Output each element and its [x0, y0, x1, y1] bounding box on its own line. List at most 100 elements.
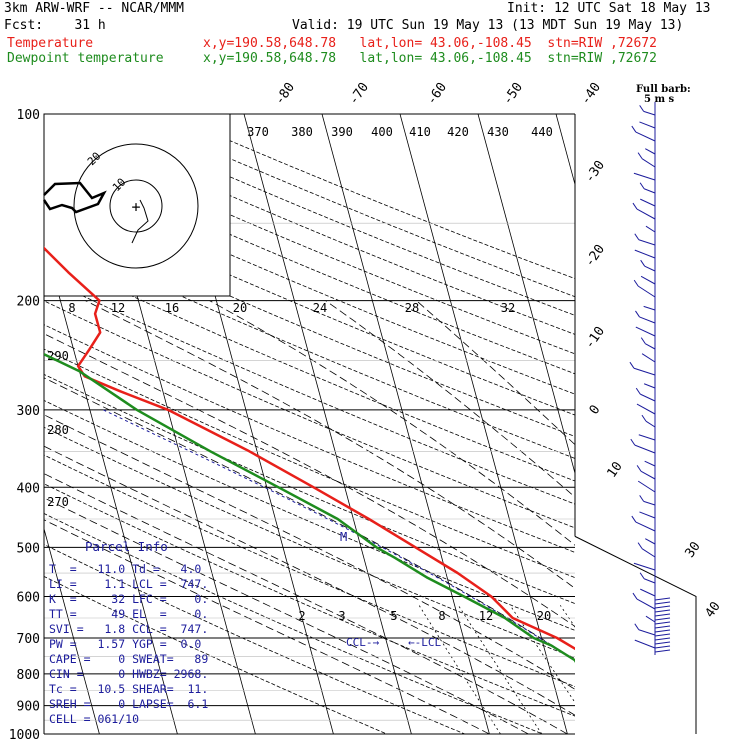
isotherm-tick-label: 10: [604, 459, 625, 480]
wind-barb: [645, 420, 656, 428]
parcel-row-cape: CAPE = 0 SWEAT= 89: [49, 652, 209, 666]
wind-barb-flag: [631, 125, 637, 133]
theta-tick-label: 410: [409, 125, 431, 139]
wind-barb: [641, 353, 656, 363]
dry-adiabat-line: [44, 454, 575, 688]
wind-barb-flag: [639, 495, 645, 502]
parcel-row-cin: CIN = 0 HWBZ= 2968.: [49, 667, 209, 681]
dry-adiabat-line: [44, 190, 575, 416]
isotherm-line: [555, 114, 575, 186]
dry-adiabat-line: [44, 211, 575, 437]
wind-barb: [645, 343, 656, 350]
wind-barb: [638, 629, 656, 636]
moist-adiabat-line: [44, 445, 575, 716]
wind-barb: [634, 639, 656, 649]
wind-barb: [644, 265, 656, 272]
hodograph-speed-label: 20: [233, 301, 247, 315]
wind-barb: [644, 460, 656, 467]
wind-barb-flag: [631, 515, 637, 523]
isotherm-line: [712, 114, 740, 740]
wind-barb: [635, 326, 656, 337]
wind-barb-flag: [629, 361, 635, 369]
isotherm-tick-label: 30: [682, 539, 703, 560]
wind-barb-low: [654, 609, 671, 613]
hodograph-speed-label: 12: [111, 301, 125, 315]
full-barb-value: 5 m s: [644, 94, 675, 105]
wind-barb: [643, 188, 656, 194]
hodograph-speed-label: 24: [313, 301, 327, 315]
wind-barb: [643, 110, 656, 116]
wind-barb-flag: [640, 337, 646, 344]
hodograph-shear-vector: [131, 199, 149, 244]
parcel-row-t: T = 11.0 Td = 4.0: [49, 562, 202, 576]
wind-barb-flag: [637, 542, 643, 549]
wind-barb: [637, 285, 656, 298]
theta-left-label: 270: [47, 495, 69, 509]
wind-barb-flag: [634, 623, 640, 631]
theta-tick-label: 430: [487, 125, 509, 139]
wind-barb-flag: [635, 310, 640, 318]
dry-adiabat-line: [44, 324, 575, 553]
dry-adiabat-line: [44, 513, 544, 734]
parcel-row-tc: Tc = 10.5 SHEAR= 11.: [49, 682, 209, 696]
wind-barb: [645, 615, 656, 623]
parcel-row-k: K = 32 LFC = 0.: [49, 592, 209, 606]
mixing-ratio-line: [418, 605, 501, 734]
wind-barb-low: [654, 637, 671, 641]
moist-adiabat-line: [85, 300, 575, 589]
wind-barb: [643, 578, 656, 584]
wind-barb-low: [654, 601, 671, 605]
right-boundary: [574, 535, 697, 734]
init-time: Init: 12 UTC Sat 18 May 13: [507, 1, 711, 16]
theta-left-label: 280: [47, 423, 69, 437]
parcel-row-li: LI = 1.1 LCL = 747.: [49, 577, 209, 591]
isotherm-tick-label: -70: [346, 80, 372, 108]
wind-barb: [640, 198, 656, 207]
wind-barb: [643, 500, 656, 506]
isotherm-tick-label: 40: [702, 599, 723, 620]
pressure-tick-label: 200: [17, 295, 40, 310]
pressure-tick-label: 1000: [9, 728, 40, 740]
sounding-traces: CCL-→ ←-LCL M: [44, 246, 575, 663]
dewpoint-legend-label: Dewpoint temperature: [7, 51, 164, 66]
parcel-row-sreh: SREH = 0 LAPSE= 6.1: [49, 697, 209, 711]
isotherm-line: [321, 114, 490, 734]
wind-barb: [645, 538, 656, 545]
wind-barb-flag: [639, 105, 645, 112]
parcel-info-title: Parcel Info: [85, 539, 168, 554]
wind-barb: [637, 480, 656, 493]
wind-barb-flag: [630, 438, 636, 446]
wind-barb-low: [654, 649, 671, 653]
isotherm-tick-label: -40: [578, 80, 604, 108]
lcl-marker: ←-LCL: [408, 636, 441, 649]
isotherm-line: [243, 114, 412, 734]
wind-barb: [635, 521, 656, 532]
wind-barb-low: [654, 629, 671, 633]
isotherm-tick-label: -20: [582, 242, 608, 270]
wind-barb: [638, 434, 656, 441]
isotherm-line: [44, 527, 100, 734]
dry-adiabat-line: [44, 348, 575, 579]
pressure-tick-label: 800: [17, 668, 40, 683]
wind-barb-flag: [636, 465, 642, 472]
pressure-tick-label: 100: [17, 108, 40, 123]
parcel-row-pw: PW = 1.57 YGP = 0.0: [49, 637, 202, 651]
isotherm-tick-label: -60: [424, 80, 450, 108]
melting-marker: M: [340, 530, 347, 544]
wind-barb: [640, 275, 656, 285]
mixing-ratio-line: [457, 605, 543, 734]
wind-barb: [645, 148, 656, 155]
wind-barb-flag: [640, 259, 646, 267]
wind-barb: [643, 305, 656, 311]
isotherm-tick-label: -30: [582, 158, 608, 186]
wind-barb-low: [654, 641, 671, 645]
forecast-hour: Fcst: 31 h: [4, 18, 106, 33]
temperature-legend-label: Temperature: [7, 36, 94, 51]
wind-barb-low: [654, 597, 671, 601]
wind-barb: [636, 208, 656, 220]
wind-barb-flag: [641, 414, 647, 422]
mixing-ratio-line: [509, 605, 575, 704]
dry-adiabat-line: [44, 300, 575, 529]
trace-clip: [44, 246, 575, 663]
